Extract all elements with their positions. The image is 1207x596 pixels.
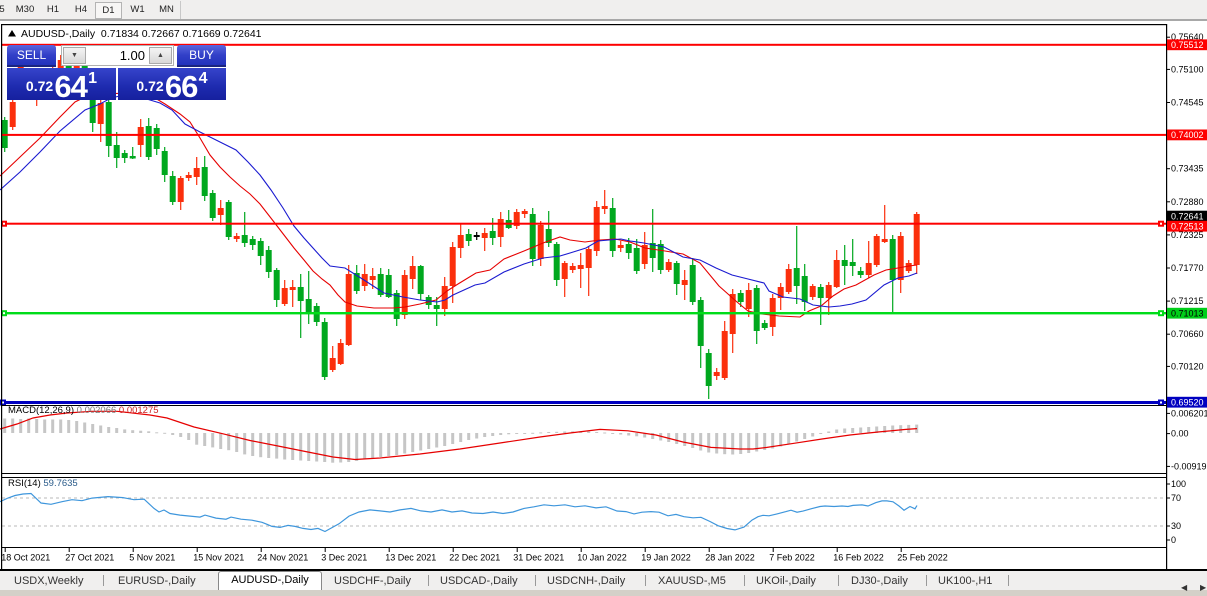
svg-text:70: 70 — [1171, 493, 1181, 503]
svg-text:0.74545: 0.74545 — [1171, 98, 1204, 108]
svg-text:0.71770: 0.71770 — [1171, 263, 1204, 273]
svg-text:31 Dec 2021: 31 Dec 2021 — [513, 553, 564, 563]
svg-text:5 Nov 2021: 5 Nov 2021 — [129, 553, 175, 563]
svg-text:0.71215: 0.71215 — [1171, 296, 1204, 306]
svg-text:0.75640: 0.75640 — [1171, 32, 1204, 42]
svg-text:MACD(12,26,9) 0.002066 0.00127: MACD(12,26,9) 0.002066 0.001275 — [8, 405, 159, 416]
svg-text:0.70120: 0.70120 — [1171, 361, 1204, 371]
svg-text:0.00: 0.00 — [1171, 429, 1189, 439]
svg-text:0.74002: 0.74002 — [1171, 130, 1204, 140]
svg-text:0.72641: 0.72641 — [1171, 211, 1204, 221]
svg-text:RSI(14) 59.7635: RSI(14) 59.7635 — [8, 478, 78, 489]
svg-text:25 Feb 2022: 25 Feb 2022 — [897, 553, 948, 563]
svg-text:3 Dec 2021: 3 Dec 2021 — [321, 553, 367, 563]
svg-text:AUDUSD-,Daily 0.71834 0.72667: AUDUSD-,Daily 0.71834 0.72667 0.71669 0.… — [21, 28, 262, 40]
svg-text:0.69520: 0.69520 — [1171, 397, 1204, 407]
svg-text:19 Jan 2022: 19 Jan 2022 — [641, 553, 691, 563]
svg-text:0.73435: 0.73435 — [1171, 164, 1204, 174]
svg-text:0.75100: 0.75100 — [1171, 64, 1204, 74]
svg-text:-0.00919: -0.00919 — [1171, 461, 1207, 471]
svg-text:0.72513: 0.72513 — [1171, 221, 1204, 231]
svg-text:15 Nov 2021: 15 Nov 2021 — [193, 553, 244, 563]
svg-text:18 Oct 2021: 18 Oct 2021 — [1, 553, 50, 563]
svg-text:10 Jan 2022: 10 Jan 2022 — [577, 553, 627, 563]
svg-text:100: 100 — [1171, 479, 1186, 489]
svg-text:0.70660: 0.70660 — [1171, 329, 1204, 339]
svg-text:27 Oct 2021: 27 Oct 2021 — [65, 553, 114, 563]
svg-text:7 Feb 2022: 7 Feb 2022 — [769, 553, 815, 563]
svg-text:0.71013: 0.71013 — [1171, 308, 1204, 318]
svg-text:0.72325: 0.72325 — [1171, 230, 1204, 240]
svg-text:16 Feb 2022: 16 Feb 2022 — [833, 553, 884, 563]
svg-text:30: 30 — [1171, 521, 1181, 531]
svg-text:22 Dec 2021: 22 Dec 2021 — [449, 553, 500, 563]
svg-text:24 Nov 2021: 24 Nov 2021 — [257, 553, 308, 563]
svg-text:0.72880: 0.72880 — [1171, 197, 1204, 207]
svg-text:0: 0 — [1171, 535, 1176, 545]
svg-text:0.75512: 0.75512 — [1171, 40, 1204, 50]
svg-text:28 Jan 2022: 28 Jan 2022 — [705, 553, 755, 563]
svg-text:0.006201: 0.006201 — [1171, 408, 1207, 418]
svg-text:13 Dec 2021: 13 Dec 2021 — [385, 553, 436, 563]
